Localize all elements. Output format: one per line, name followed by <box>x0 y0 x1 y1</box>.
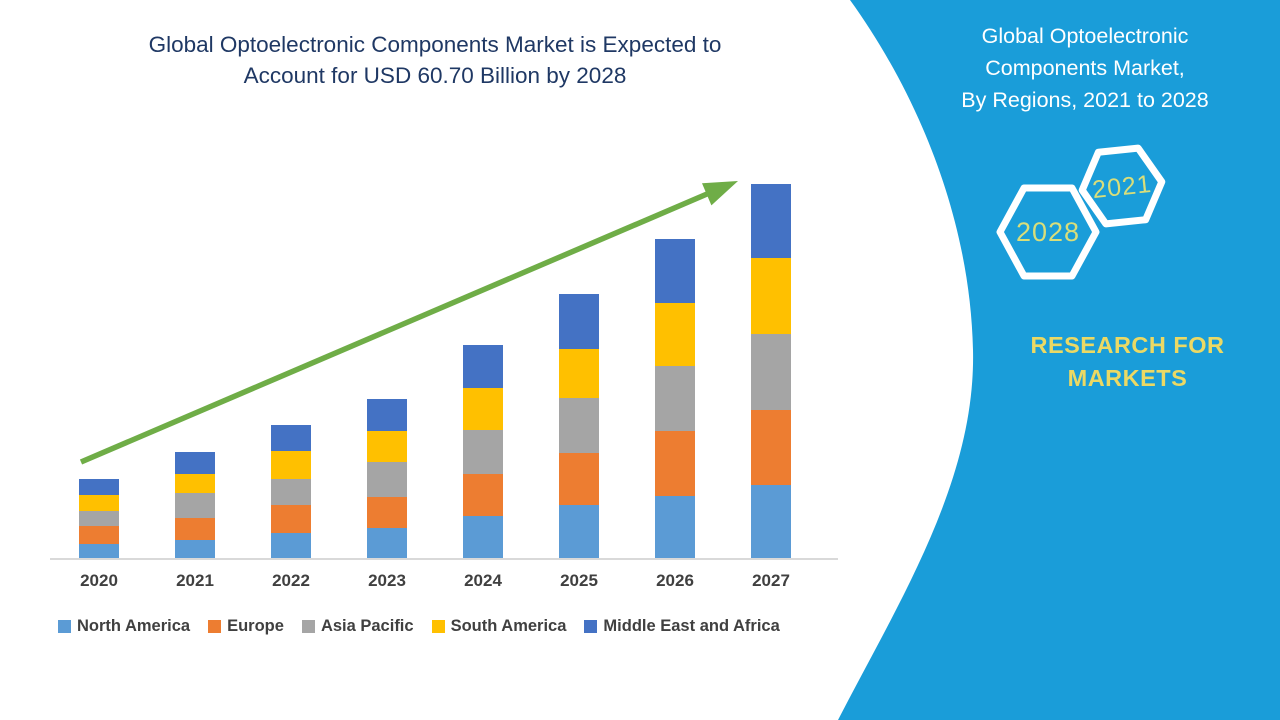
bar-2026-segment-south-america <box>655 302 695 366</box>
bar-2022-segment-north-america <box>271 533 311 559</box>
bar-2020 <box>79 479 119 559</box>
bar-2020-segment-europe <box>79 526 119 544</box>
legend-item-asia-pacific: Asia Pacific <box>301 617 414 636</box>
panel-title: Global Optoelectronic Components Market,… <box>930 20 1240 116</box>
bar-2027-segment-middle-east-and-africa <box>751 183 791 259</box>
bar-2023-segment-asia-pacific <box>367 462 407 497</box>
x-tick-2027: 2027 <box>752 571 790 590</box>
hexagon-2021: 2021 <box>1078 144 1166 228</box>
legend-item-middle-east-and-africa: Middle East and Africa <box>584 617 780 636</box>
bar-2025-segment-south-america <box>559 349 599 399</box>
chart-section: Global Optoelectronic Components Market … <box>50 32 838 636</box>
bar-2025-segment-asia-pacific <box>559 398 599 454</box>
bar-2023-segment-europe <box>367 496 407 528</box>
bar-2020-segment-north-america <box>79 543 119 559</box>
chart-title-line2: Account for USD 60.70 Billion by 2028 <box>243 63 627 88</box>
bar-2023-segment-middle-east-and-africa <box>367 398 407 431</box>
bar-2021-segment-middle-east-and-africa <box>175 451 215 475</box>
bar-2023-segment-south-america <box>367 430 407 463</box>
legend-swatch-north-america <box>58 620 71 633</box>
bar-2021-segment-south-america <box>175 474 215 493</box>
panel-background: 2028 2021 <box>838 0 1280 720</box>
legend: North America Europe Asia Pacific South Ame… <box>58 617 780 636</box>
bar-2020-segment-asia-pacific <box>79 510 119 527</box>
legend-label-south-america: South America <box>450 617 567 635</box>
bar-2026-segment-europe <box>655 430 695 496</box>
legend-label-north-america: North America <box>77 617 191 635</box>
bar-2022-segment-middle-east-and-africa <box>271 424 311 451</box>
x-axis-tick-labels: 2020 2021 2022 2023 2024 2025 2026 2027 <box>55 571 835 601</box>
x-tick-2024: 2024 <box>464 571 502 590</box>
bar-2022 <box>271 424 311 559</box>
bar-2026 <box>655 239 695 559</box>
hexagon-2021-label: 2021 <box>1091 170 1153 204</box>
brand-line1: RESEARCH FOR <box>1030 332 1225 358</box>
bar-2024-segment-middle-east-and-africa <box>463 344 503 388</box>
teal-swoosh-shape <box>838 0 1280 720</box>
chart-title: Global Optoelectronic Components Market … <box>0 29 870 91</box>
bar-2025-segment-europe <box>559 453 599 506</box>
x-tick-2022: 2022 <box>272 571 310 590</box>
legend-item-europe: Europe <box>208 617 284 636</box>
legend-label-middle-east-and-africa: Middle East and Africa <box>603 617 780 635</box>
bar-2024-segment-south-america <box>463 387 503 431</box>
chart-title-line1: Global Optoelectronic Components Market … <box>148 32 722 57</box>
bar-2027-segment-asia-pacific <box>751 333 791 410</box>
bar-2023-segment-north-america <box>367 527 407 559</box>
x-tick-2020: 2020 <box>80 571 118 590</box>
x-axis-line <box>50 558 838 560</box>
bar-2022-segment-europe <box>271 505 311 534</box>
bar-2026-segment-middle-east-and-africa <box>655 239 695 303</box>
right-panel: 2028 2021 Global Optoelectronic Componen… <box>820 0 1280 720</box>
legend-swatch-south-america <box>431 620 445 633</box>
bar-2021-segment-asia-pacific <box>175 492 215 518</box>
bar-2027 <box>751 183 791 559</box>
bar-2023 <box>367 398 407 559</box>
bar-2021-segment-europe <box>175 517 215 541</box>
bar-2020-segment-middle-east-and-africa <box>79 479 119 496</box>
bar-2025 <box>559 293 599 559</box>
bar-2024 <box>463 344 503 559</box>
brand-text: RESEARCH FOR MARKETS <box>1020 329 1235 395</box>
legend-swatch-asia-pacific <box>301 620 315 633</box>
bar-2024-segment-north-america <box>463 516 503 559</box>
x-tick-2021: 2021 <box>176 571 214 590</box>
hexagon-2021-outline <box>1078 144 1166 228</box>
legend-swatch-middle-east-and-africa <box>584 620 598 633</box>
bar-2024-segment-europe <box>463 473 503 517</box>
bar-2025-segment-middle-east-and-africa <box>559 293 599 350</box>
bar-stacks <box>55 119 835 559</box>
bar-2026-segment-north-america <box>655 496 695 559</box>
x-tick-2025: 2025 <box>560 571 598 590</box>
legend-label-asia-pacific: Asia Pacific <box>320 617 414 635</box>
bar-2027-segment-north-america <box>751 484 791 559</box>
bar-2026-segment-asia-pacific <box>655 365 695 431</box>
bar-2020-segment-south-america <box>79 495 119 511</box>
x-tick-2026: 2026 <box>656 571 694 590</box>
hexagon-2028-label: 2028 <box>1016 217 1080 247</box>
bar-2025-segment-north-america <box>559 505 599 559</box>
bar-2022-segment-asia-pacific <box>271 478 311 506</box>
panel-title-line3: By Regions, 2021 to 2028 <box>961 88 1209 112</box>
bar-2022-segment-south-america <box>271 450 311 479</box>
legend-item-south-america: South America <box>431 617 567 636</box>
bar-2027-segment-south-america <box>751 258 791 334</box>
legend-swatch-europe <box>208 620 222 633</box>
panel-title-line2: Components Market, <box>985 56 1185 80</box>
bar-2027-segment-europe <box>751 409 791 485</box>
hexagon-2028-outline <box>996 184 1100 280</box>
bar-2024-segment-asia-pacific <box>463 430 503 474</box>
legend-label-europe: Europe <box>227 617 284 635</box>
bar-2021-segment-north-america <box>175 540 215 559</box>
legend-item-north-america: North America <box>58 617 190 636</box>
panel-title-line1: Global Optoelectronic <box>981 24 1189 48</box>
brand-line2: MARKETS <box>1067 365 1188 391</box>
hexagon-2028: 2028 <box>996 184 1100 280</box>
bar-2021 <box>175 451 215 559</box>
x-tick-2023: 2023 <box>368 571 406 590</box>
bar-chart-plot-area: 2020 2021 2022 2023 2024 2025 2026 2027 <box>55 119 835 590</box>
